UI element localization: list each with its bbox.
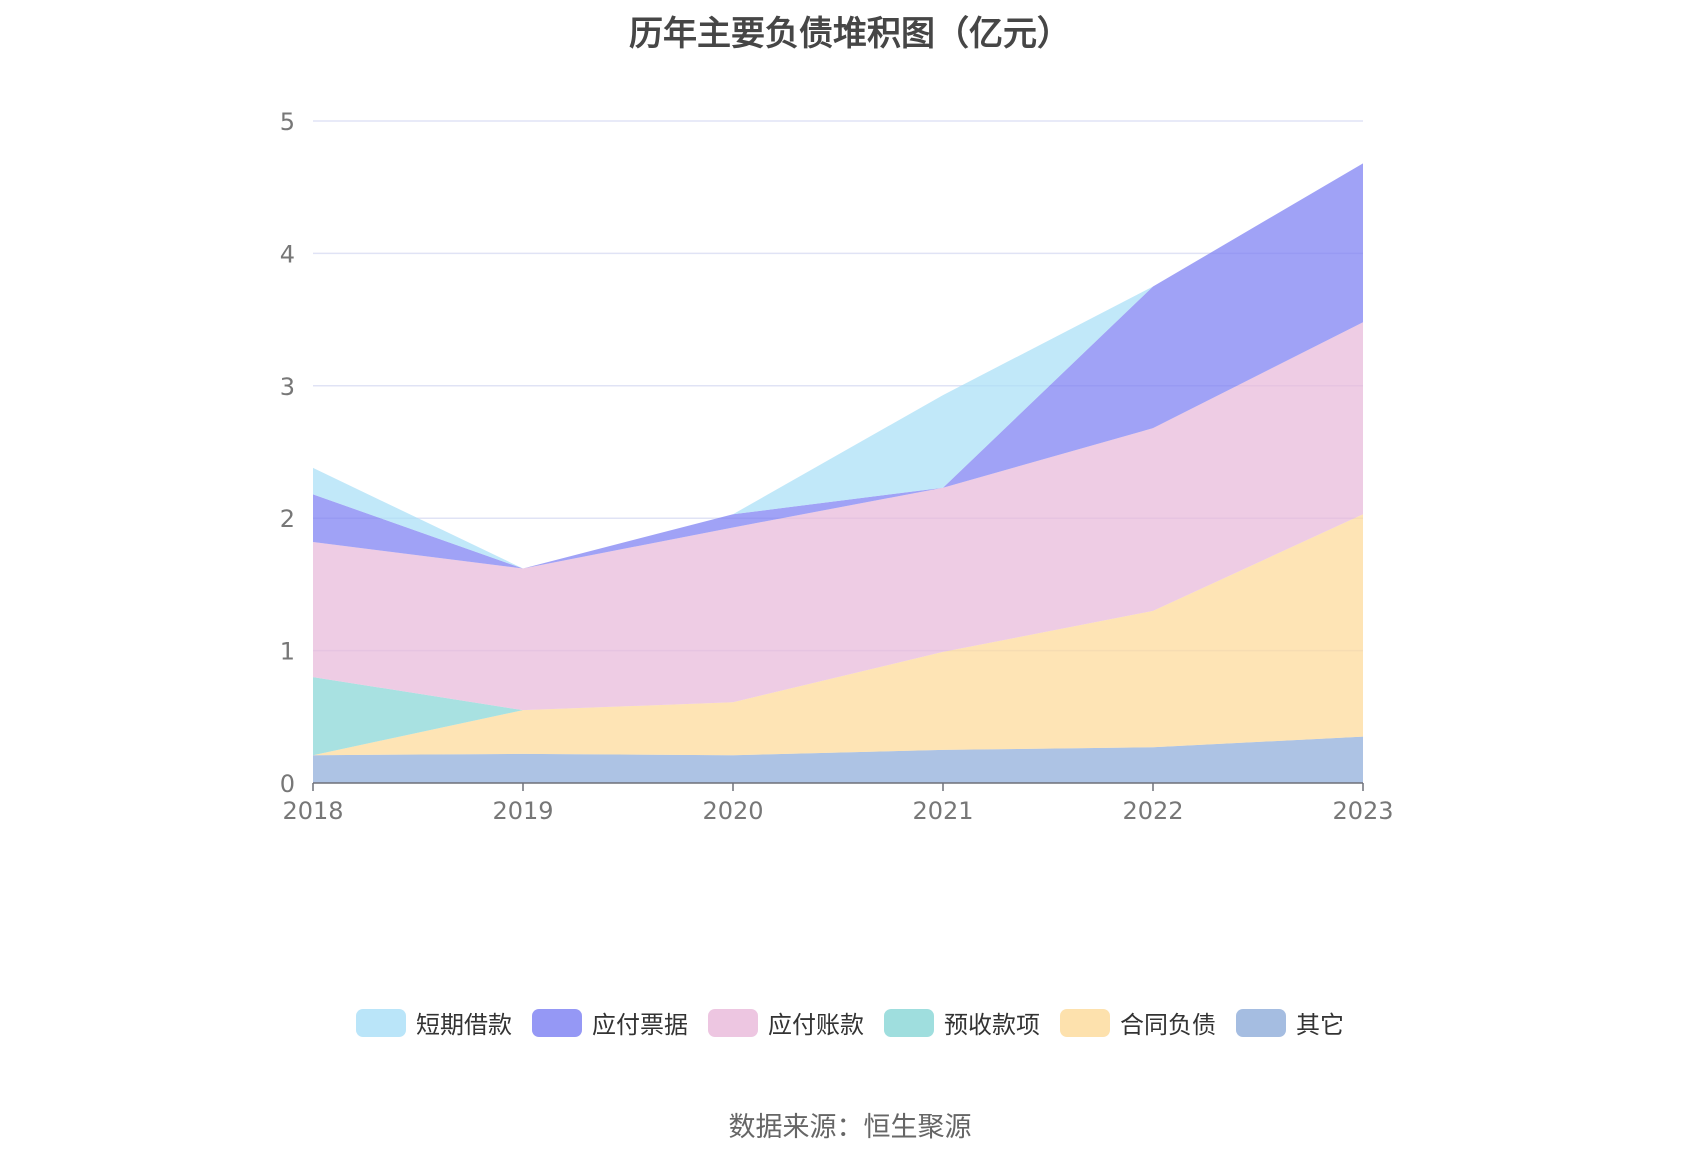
legend-swatch — [884, 1008, 934, 1037]
y-tick-label: 1 — [280, 638, 295, 666]
legend-item[interactable]: 应付账款 — [708, 1005, 864, 1040]
data-source: 数据来源：恒生聚源 — [728, 1112, 972, 1143]
legend-label: 应付账款 — [768, 1011, 864, 1039]
area-series — [313, 163, 1363, 569]
chart-title: 历年主要负债堆积图（亿元） — [629, 14, 1071, 54]
area-series — [313, 163, 1363, 569]
legend-item[interactable]: 其它 — [1236, 1005, 1344, 1040]
legend-item[interactable]: 合同负债 — [1060, 1005, 1216, 1040]
legend-item[interactable]: 应付票据 — [532, 1005, 688, 1040]
y-tick-label: 4 — [280, 240, 295, 268]
legend-swatch — [708, 1008, 758, 1037]
legend-label: 应付票据 — [592, 1011, 688, 1039]
legend: 短期借款 应付票据 应付账款 预收款项 合同负债 其它 — [0, 1005, 1700, 1040]
y-tick-label: 0 — [280, 770, 295, 798]
legend-label: 合同负债 — [1120, 1011, 1216, 1039]
legend-label: 其它 — [1296, 1011, 1344, 1039]
legend-label: 短期借款 — [416, 1011, 512, 1039]
legend-swatch — [356, 1008, 406, 1037]
legend-swatch — [1236, 1008, 1286, 1037]
x-tick-label: 2019 — [492, 797, 553, 825]
x-tick-label: 2018 — [282, 797, 343, 825]
x-tick-label: 2022 — [1122, 797, 1183, 825]
legend-label: 预收款项 — [944, 1011, 1040, 1039]
area-series — [313, 514, 1363, 756]
y-tick-label: 2 — [280, 505, 295, 533]
y-tick-label: 3 — [280, 373, 295, 401]
area-series — [313, 322, 1363, 711]
area-series — [313, 514, 1363, 756]
x-tick-label: 2021 — [912, 797, 973, 825]
x-tick-label: 2023 — [1332, 797, 1393, 825]
area-series — [313, 736, 1363, 783]
legend-item[interactable]: 短期借款 — [356, 1005, 512, 1040]
legend-swatch — [532, 1008, 582, 1037]
x-tick-label: 2020 — [702, 797, 763, 825]
legend-swatch — [1060, 1008, 1110, 1037]
legend-item[interactable]: 预收款项 — [884, 1005, 1040, 1040]
y-tick-label: 5 — [280, 108, 295, 136]
